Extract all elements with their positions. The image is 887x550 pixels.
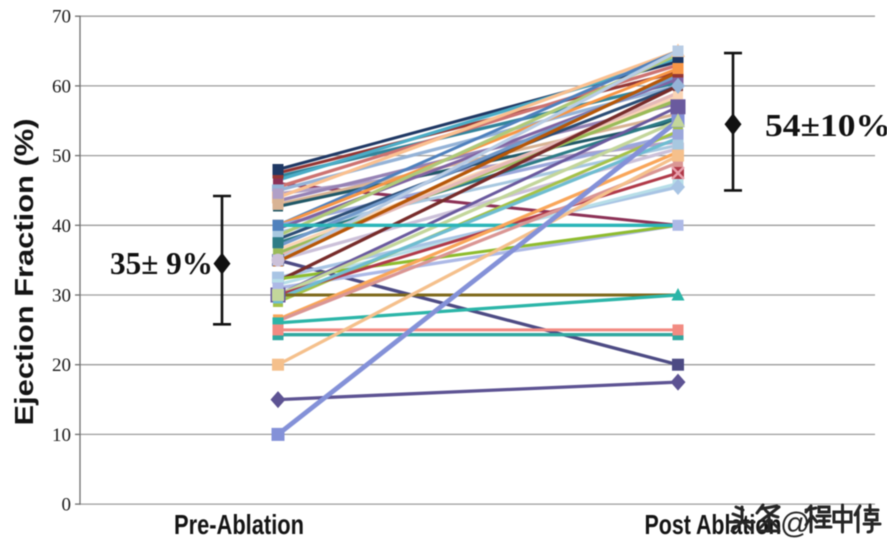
svg-text:20: 20 [52,355,71,376]
svg-text:60: 60 [52,76,71,97]
svg-text:35± 9%: 35± 9% [110,245,213,281]
svg-text:30: 30 [52,286,71,307]
svg-text:70: 70 [52,7,71,28]
svg-text:10: 10 [52,425,71,446]
svg-text:50: 50 [52,146,71,167]
svg-text:40: 40 [52,216,71,237]
svg-text:Pre-Ablation: Pre-Ablation [174,509,304,540]
svg-text:Post Ablation: Post Ablation [645,509,782,540]
svg-text:0: 0 [62,495,72,516]
svg-text:Ejection Fraction (%): Ejection Fraction (%) [9,119,39,426]
svg-text:54±10%: 54±10% [765,107,887,143]
